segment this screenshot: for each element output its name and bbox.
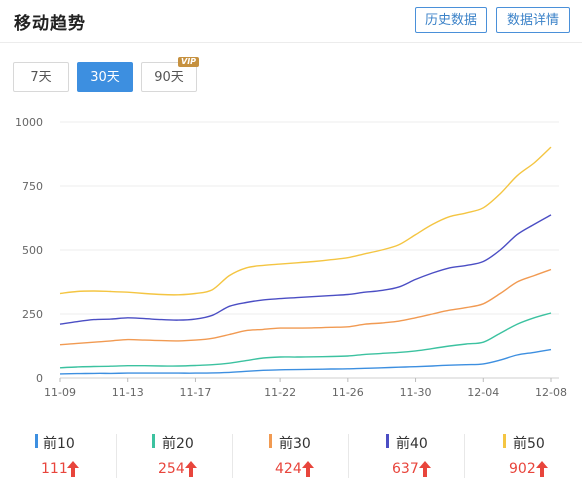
y-tick-label: 500 xyxy=(22,244,43,257)
legend-swatch xyxy=(35,434,38,448)
series-line xyxy=(59,312,552,369)
x-tick-label: 11-09 xyxy=(44,386,76,399)
tab-30-days[interactable]: 30天 xyxy=(77,62,133,92)
legend-swatch xyxy=(152,434,155,448)
arrow-up-icon xyxy=(419,461,431,477)
legend-item-top20: 前20 254 xyxy=(116,430,234,482)
arrow-up-icon xyxy=(67,461,79,477)
header: 移动趋势 历史数据 数据详情 xyxy=(0,0,582,43)
legend-value: 424 xyxy=(275,461,302,477)
x-tick-label: 11-17 xyxy=(179,386,211,399)
legend-label: 前50 xyxy=(513,436,545,452)
legend-value: 637 xyxy=(392,461,419,477)
legend-value: 902 xyxy=(509,461,536,477)
y-tick-label: 1000 xyxy=(15,116,43,129)
arrow-up-icon xyxy=(302,461,314,477)
legend-item-top40: 前40 637 xyxy=(348,430,466,482)
legend-value: 254 xyxy=(158,461,185,477)
legend-divider xyxy=(464,434,465,478)
page-title: 移动趋势 xyxy=(14,14,86,34)
y-tick-label: 250 xyxy=(22,308,43,321)
legend-swatch xyxy=(503,434,506,448)
series-line xyxy=(59,214,552,325)
x-tick-label: 12-04 xyxy=(467,386,499,399)
legend-value: 111 xyxy=(41,461,68,477)
tab-90-days[interactable]: 90天 xyxy=(141,62,197,92)
legend-divider xyxy=(232,434,233,478)
tab-7-days[interactable]: 7天 xyxy=(13,62,69,92)
data-detail-button[interactable]: 数据详情 xyxy=(496,7,570,33)
legend-swatch xyxy=(269,434,272,448)
legend-item-top10: 前10 111 xyxy=(0,430,118,482)
x-tick-label: 11-13 xyxy=(112,386,144,399)
legend-divider xyxy=(116,434,117,478)
x-tick-label: 11-22 xyxy=(264,386,296,399)
legend-item-top30: 前30 424 xyxy=(232,430,350,482)
x-tick-label: 11-26 xyxy=(332,386,364,399)
legend-label: 前20 xyxy=(162,436,194,452)
series-line xyxy=(59,348,552,375)
legend: 前10 111 前20 254 前30 424 前40 637 前50 902 xyxy=(0,430,582,482)
x-tick-label: 11-30 xyxy=(400,386,432,399)
y-tick-label: 0 xyxy=(36,372,43,385)
series-line xyxy=(59,268,552,346)
legend-label: 前30 xyxy=(279,436,311,452)
history-data-button[interactable]: 历史数据 xyxy=(415,7,487,33)
legend-swatch xyxy=(386,434,389,448)
trend-chart: 0 250 500 750 1000 11-09 11-13 11-17 11-22 11-26 1… xyxy=(15,116,567,399)
legend-label: 前10 xyxy=(43,436,75,452)
legend-item-top50: 前50 902 xyxy=(464,430,582,482)
y-tick-label: 750 xyxy=(22,180,43,193)
legend-label: 前40 xyxy=(396,436,428,452)
legend-divider xyxy=(348,434,349,478)
arrow-up-icon xyxy=(536,461,548,477)
series-line xyxy=(59,146,552,296)
vip-badge: VIP xyxy=(178,57,200,67)
arrow-up-icon xyxy=(185,461,197,477)
x-tick-label: 12-08 xyxy=(535,386,567,399)
